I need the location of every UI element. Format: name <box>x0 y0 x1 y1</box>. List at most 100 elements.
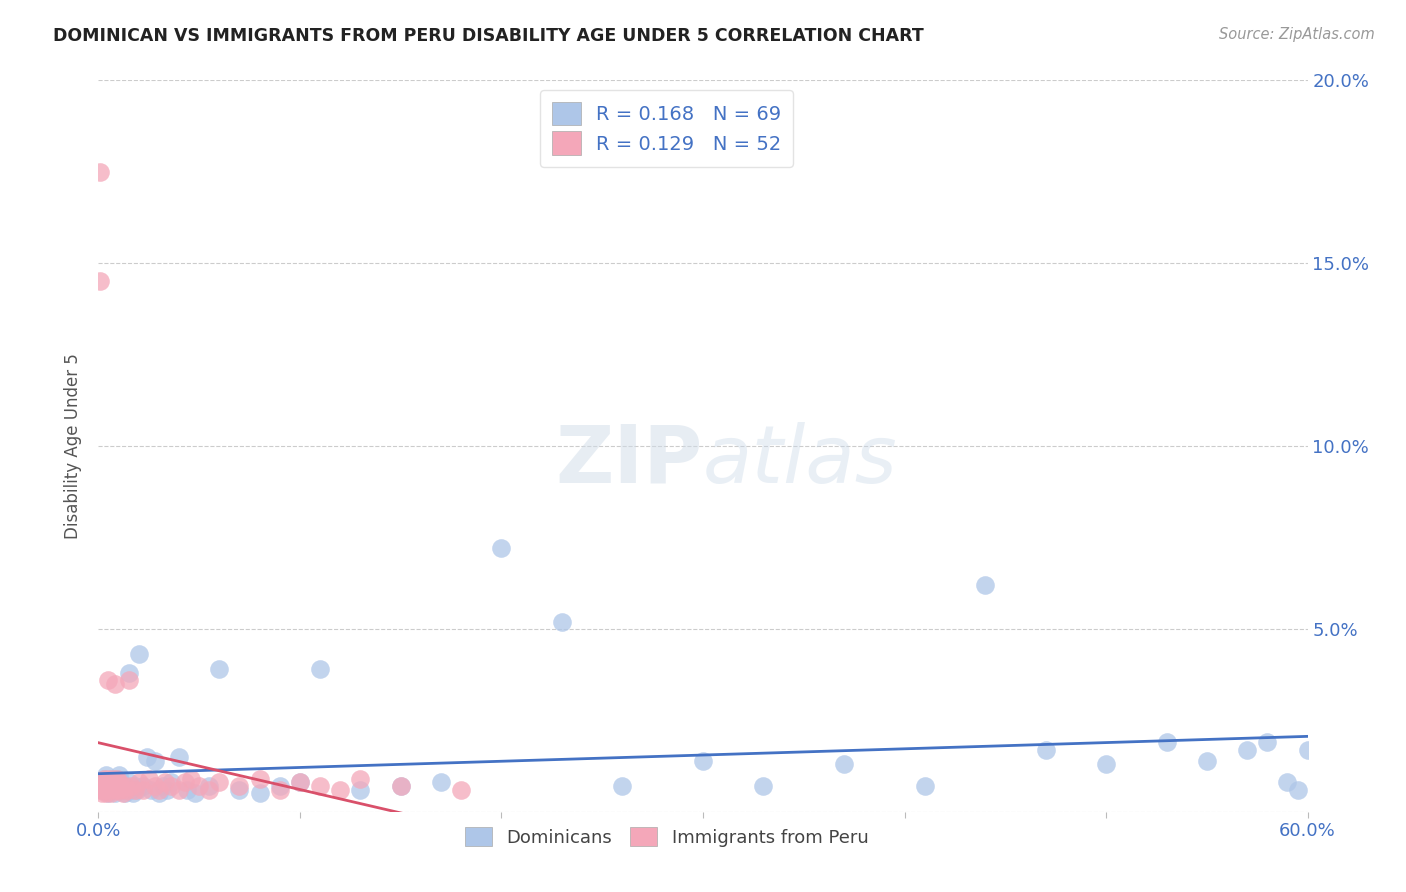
Point <box>430 775 453 789</box>
Point <box>89 782 111 797</box>
Point <box>1195 754 1218 768</box>
Point <box>97 787 120 801</box>
Point <box>160 779 183 793</box>
Point <box>124 779 146 793</box>
Point <box>103 787 125 801</box>
Point <box>107 779 129 793</box>
Point <box>612 779 634 793</box>
Point <box>97 779 120 793</box>
Point <box>208 662 231 676</box>
Point <box>1095 757 1118 772</box>
Point <box>103 779 125 793</box>
Point <box>176 782 198 797</box>
Point <box>100 779 122 793</box>
Point <box>349 772 371 786</box>
Text: ZIP: ZIP <box>555 422 703 500</box>
Point <box>143 754 166 768</box>
Point <box>551 615 574 629</box>
Point <box>89 164 111 178</box>
Point <box>1236 742 1258 756</box>
Text: Source: ZipAtlas.com: Source: ZipAtlas.com <box>1219 27 1375 42</box>
Point <box>152 779 174 793</box>
Point <box>160 775 183 789</box>
Point <box>97 772 120 786</box>
Point <box>156 782 179 797</box>
Point <box>974 578 997 592</box>
Point <box>107 775 129 789</box>
Point <box>143 779 166 793</box>
Point <box>97 775 120 789</box>
Point <box>115 782 138 797</box>
Point <box>752 779 775 793</box>
Point <box>167 749 190 764</box>
Point <box>288 775 311 789</box>
Point <box>103 676 125 690</box>
Point <box>118 775 141 789</box>
Point <box>100 772 122 786</box>
Point <box>269 782 291 797</box>
Point <box>101 782 124 797</box>
Point <box>107 768 129 782</box>
Point <box>198 782 221 797</box>
Point <box>389 779 412 793</box>
Point <box>93 779 115 793</box>
Point <box>93 772 115 786</box>
Point <box>120 779 142 793</box>
Point <box>832 757 855 772</box>
Point <box>228 779 250 793</box>
Point <box>450 782 472 797</box>
Legend: Dominicans, Immigrants from Peru: Dominicans, Immigrants from Peru <box>458 820 876 854</box>
Point <box>100 787 122 801</box>
Point <box>107 779 129 793</box>
Point <box>111 787 134 801</box>
Point <box>184 787 207 801</box>
Point <box>1277 775 1299 789</box>
Point <box>97 673 120 687</box>
Point <box>174 775 197 789</box>
Point <box>128 775 150 789</box>
Point <box>139 782 162 797</box>
Point <box>389 779 412 793</box>
Point <box>91 787 114 801</box>
Point <box>309 779 332 793</box>
Point <box>89 275 111 289</box>
Point <box>125 782 148 797</box>
Point <box>91 782 114 797</box>
Point <box>249 772 271 786</box>
Point <box>124 782 146 797</box>
Point <box>1156 735 1178 749</box>
Point <box>96 775 118 789</box>
Point <box>208 775 231 789</box>
Point <box>110 782 132 797</box>
Point <box>105 772 128 786</box>
Point <box>93 782 115 797</box>
Point <box>114 787 136 801</box>
Point <box>138 772 160 786</box>
Point <box>132 782 155 797</box>
Point <box>349 782 371 797</box>
Point <box>101 782 124 797</box>
Point <box>188 779 211 793</box>
Point <box>309 662 332 676</box>
Point <box>167 782 190 797</box>
Point <box>128 648 150 662</box>
Point <box>121 787 143 801</box>
Point <box>329 782 352 797</box>
Point <box>100 775 122 789</box>
Point <box>110 782 132 797</box>
Point <box>89 775 111 789</box>
Point <box>114 779 136 793</box>
Point <box>114 779 136 793</box>
Point <box>110 775 132 789</box>
Point <box>101 772 124 786</box>
Point <box>180 772 202 786</box>
Point <box>111 782 134 797</box>
Point <box>105 782 128 797</box>
Point <box>118 673 141 687</box>
Point <box>269 779 291 793</box>
Point <box>135 749 157 764</box>
Point <box>153 775 176 789</box>
Point <box>692 754 714 768</box>
Y-axis label: Disability Age Under 5: Disability Age Under 5 <box>65 353 83 539</box>
Point <box>148 787 170 801</box>
